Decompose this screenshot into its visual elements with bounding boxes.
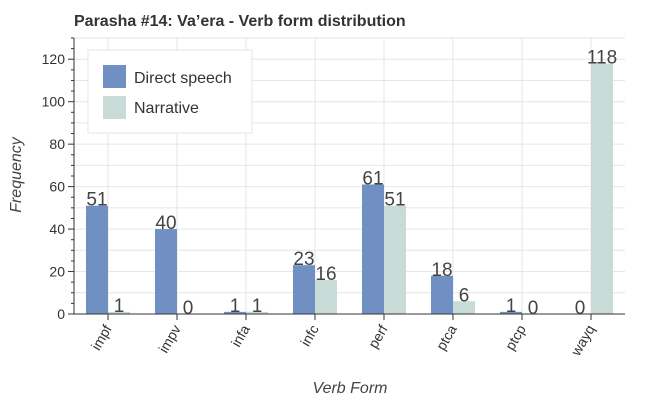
data-label-ptca-direct-speech: 18 [431,260,452,281]
bar-impf-narrative[interactable] [108,311,130,314]
data-label-ptca-narrative: 6 [459,285,470,306]
bar-infa-narrative[interactable] [246,311,268,314]
x-tick-label-ptca: ptca [433,322,460,353]
data-label-wayq-direct-speech: 0 [575,298,586,319]
data-label-infc-narrative: 16 [315,264,336,285]
bar-ptcp-direct-speech[interactable] [500,311,522,314]
data-label-wayq-narrative: 118 [587,47,617,68]
data-label-perf-direct-speech: 61 [362,168,383,189]
y-tick-label: 60 [49,179,65,195]
bar-perf-direct-speech[interactable] [362,184,384,314]
x-axis-title: Verb Form [313,380,388,397]
data-label-infa-direct-speech: 1 [230,296,241,317]
legend-swatch-narrative [103,96,126,119]
legend-box [87,49,253,134]
data-label-infa-narrative: 1 [252,296,263,317]
legend-label-narrative: Narrative [134,100,199,117]
y-tick-label: 20 [49,264,65,280]
y-tick-label: 0 [57,306,65,322]
legend-swatch-direct-speech [103,65,126,88]
bar-impf-direct-speech[interactable] [86,205,108,314]
legend-label-direct-speech: Direct speech [134,70,232,87]
x-tick-label-perf: perf [365,322,391,351]
x-tick-label-impf: impf [88,322,115,353]
data-label-impf-direct-speech: 51 [86,190,107,211]
bars [86,63,613,314]
y-tick-label: 120 [42,51,66,67]
x-tick-label-ptcp: ptcp [502,322,529,353]
bar-impv-direct-speech[interactable] [155,229,177,314]
bar-perf-narrative[interactable] [384,205,406,314]
bar-wayq-narrative[interactable] [591,63,613,314]
bar-infc-narrative[interactable] [315,280,337,314]
y-tick-label: 80 [49,136,65,152]
data-label-ptcp-narrative: 0 [528,298,539,319]
x-tick-label-infa: infa [228,322,253,350]
legend[interactable]: Direct speech Narrative [87,49,253,134]
data-label-impf-narrative: 1 [114,296,125,317]
chart-title: Parasha #14: Va’era - Verb form distribu… [74,13,406,30]
x-tick-label-wayq: wayq [567,322,598,359]
data-label-impv-direct-speech: 40 [155,213,176,234]
data-label-ptcp-direct-speech: 1 [506,296,517,317]
y-tick-label: 40 [49,221,65,237]
data-label-infc-direct-speech: 23 [293,249,314,270]
x-tick-label-impv: impv [155,322,184,356]
bar-infa-direct-speech[interactable] [224,311,246,314]
bar-ptca-narrative[interactable] [453,301,475,314]
data-label-perf-narrative: 51 [384,190,405,211]
bar-infc-direct-speech[interactable] [293,265,315,314]
y-axis-title: Frequency [8,136,25,213]
x-tick-label-infc: infc [297,322,322,349]
y-tick-label: 100 [42,94,66,110]
data-label-impv-narrative: 0 [183,298,194,319]
bar-ptca-direct-speech[interactable] [431,275,453,314]
